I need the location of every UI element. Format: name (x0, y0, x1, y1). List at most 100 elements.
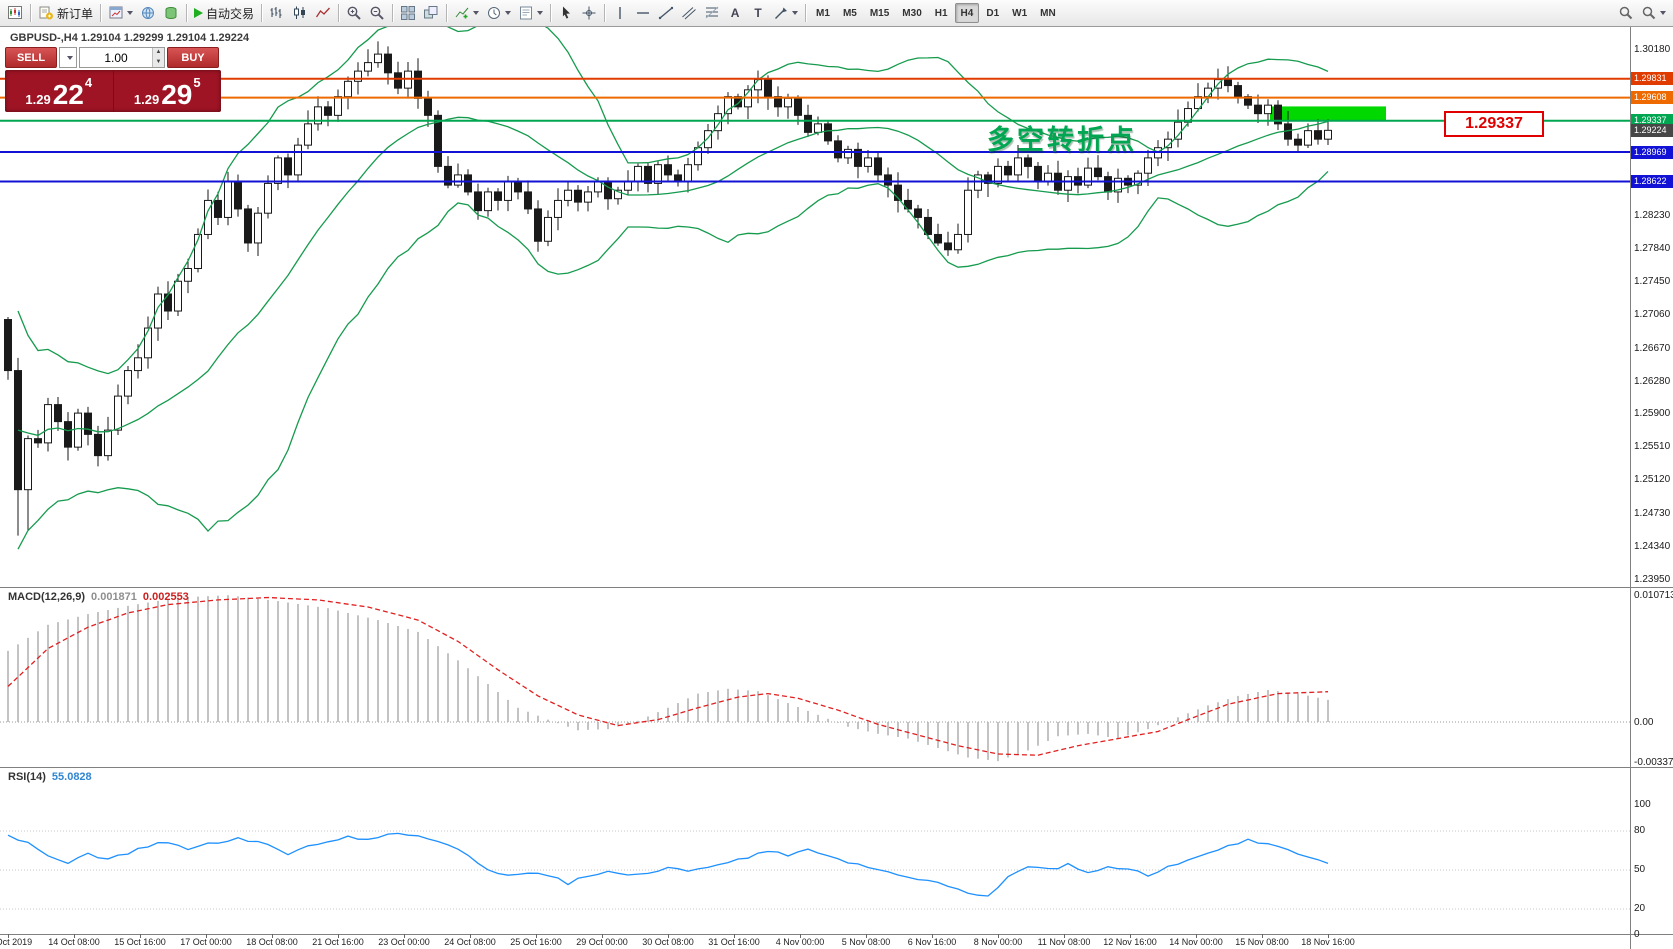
timeframe-d1-button[interactable]: D1 (980, 3, 1005, 23)
autotrading-button-label: 自动交易 (206, 6, 255, 21)
search-icon (1619, 6, 1633, 20)
rsi-line[interactable] (7, 832, 1329, 897)
label-button[interactable]: T (747, 2, 769, 24)
toolbar-separator (338, 4, 340, 22)
search-options-button[interactable] (1638, 2, 1669, 24)
channel-button[interactable] (678, 2, 700, 24)
new-order-button-label: 新订单 (57, 6, 94, 21)
rsi-panel-canvas[interactable] (0, 768, 1630, 934)
history-center-button[interactable] (160, 2, 182, 24)
time-axis-tick (1328, 934, 1329, 938)
volume-up-button[interactable]: ▲ (152, 48, 164, 58)
time-axis-tick (932, 934, 933, 938)
sell-price-quote[interactable]: 1.29 22 4 (5, 70, 113, 112)
rsi-axis-label: 20 (1634, 903, 1646, 914)
time-axis-label: 14 Oct 08:00 (48, 937, 100, 947)
panel-separator-main-macd[interactable] (0, 587, 1673, 588)
price-axis-label: 1.26280 (1634, 375, 1671, 387)
time-axis-tick (668, 934, 669, 938)
templates-button[interactable] (515, 2, 546, 24)
price-axis-label: 1.23950 (1634, 574, 1671, 585)
rsi-value: 55.0828 (51, 771, 92, 783)
chart-annotation-text[interactable]: 多空转折点 (987, 125, 1137, 156)
zoom-out-button[interactable] (366, 2, 388, 24)
horizontal-line-button[interactable] (632, 2, 654, 24)
time-axis-label: 17 Oct 00:00 (180, 937, 232, 947)
text-button[interactable]: A (724, 2, 746, 24)
timeframe-m5-button[interactable]: M5 (837, 3, 863, 23)
time-axis-tick (140, 934, 141, 938)
time-axis-tick (1064, 934, 1065, 938)
price-chart-canvas[interactable] (0, 27, 1630, 587)
time-axis-label: 25 Oct 16:00 (510, 937, 562, 947)
arrow-tools-button[interactable] (770, 2, 801, 24)
vertical-line-button[interactable] (609, 2, 631, 24)
price-axis-label: 1.27060 (1634, 309, 1671, 321)
tile-windows-button[interactable] (397, 2, 419, 24)
buy-button[interactable]: BUY (167, 47, 219, 68)
price-axis-label: 1.26670 (1634, 342, 1671, 354)
buy-price-quote[interactable]: 1.29 29 5 (114, 70, 222, 112)
charts-window-button[interactable] (105, 2, 136, 24)
periods-icon (488, 7, 501, 19)
community-button[interactable] (137, 2, 159, 24)
timeframe-m30-button[interactable]: M30 (896, 3, 927, 23)
volume-down-button[interactable]: ▼ (152, 57, 164, 67)
bollinger-upper[interactable] (17, 27, 1329, 375)
sell-button[interactable]: SELL (5, 47, 57, 68)
timeframe-m1-button[interactable]: M1 (810, 3, 836, 23)
cursor-button[interactable] (555, 2, 577, 24)
indicators-button[interactable] (451, 2, 482, 24)
bar-chart-icon (270, 7, 282, 18)
crosshair-button[interactable] (578, 2, 600, 24)
candlestick-chart-button[interactable] (289, 2, 311, 24)
timeframe-w1-button[interactable]: W1 (1006, 3, 1033, 23)
new-order-button[interactable]: 新订单 (35, 2, 96, 24)
time-axis-label: 21 Oct 16:00 (312, 937, 364, 947)
time-axis-label: 18 Nov 16:00 (1301, 937, 1355, 947)
play-icon (194, 8, 204, 18)
toolbar-separator (261, 4, 263, 22)
time-axis-label: 31 Oct 16:00 (708, 937, 760, 947)
timeframe-h1-button[interactable]: H1 (929, 3, 954, 23)
periods-button[interactable] (483, 2, 514, 24)
timeframe-mn-button[interactable]: MN (1034, 3, 1062, 23)
toolbar-separator (446, 4, 448, 22)
bollinger-middle[interactable] (17, 116, 1329, 437)
macd-panel-canvas[interactable] (0, 588, 1630, 766)
trendline-button[interactable] (655, 2, 677, 24)
fibonacci-icon (705, 6, 719, 19)
bar-chart-button[interactable] (266, 2, 288, 24)
timeframe-m15-button[interactable]: M15 (864, 3, 895, 23)
time-axis-label: 14 Nov 00:00 (1169, 937, 1223, 947)
macd-signal-line[interactable] (7, 596, 1329, 756)
bollinger-lower[interactable] (17, 170, 1329, 550)
chevron-down-icon (792, 11, 799, 15)
zoom-in-button[interactable] (343, 2, 365, 24)
time-axis-label: 18 Oct 08:00 (246, 937, 298, 947)
panel-separator-macd-rsi[interactable] (0, 767, 1673, 768)
line-chart-button[interactable] (312, 2, 334, 24)
time-axis-label: 29 Oct 00:00 (576, 937, 628, 947)
search-button[interactable] (1615, 2, 1637, 24)
rsi-name: RSI(14) (8, 771, 46, 783)
time-axis-label: 15 Nov 08:00 (1235, 937, 1289, 947)
volume-input[interactable] (80, 48, 152, 67)
rectangle-object[interactable] (1270, 106, 1386, 121)
price-callout-label[interactable]: 1.29337 (1444, 111, 1544, 137)
macd-name: MACD(12,26,9) (8, 591, 86, 603)
volume-preset-dropdown[interactable] (59, 47, 77, 68)
time-axis-tick (8, 934, 9, 938)
macd-axis-label: 0.00 (1634, 717, 1654, 728)
macd-value-signal: 0.002553 (142, 591, 189, 603)
macd-value-main: 0.001871 (91, 591, 137, 603)
fibonacci-button[interactable] (701, 2, 723, 24)
time-axis-tick (272, 934, 273, 938)
timeframe-h4-button[interactable]: H4 (954, 3, 980, 23)
cascade-windows-button[interactable] (420, 2, 442, 24)
autotrading-button[interactable]: 自动交易 (191, 2, 257, 24)
time-axis-label: 11 Oct 2019 (0, 937, 33, 947)
text-icon: A (730, 6, 740, 20)
chevron-down-icon (537, 11, 544, 15)
